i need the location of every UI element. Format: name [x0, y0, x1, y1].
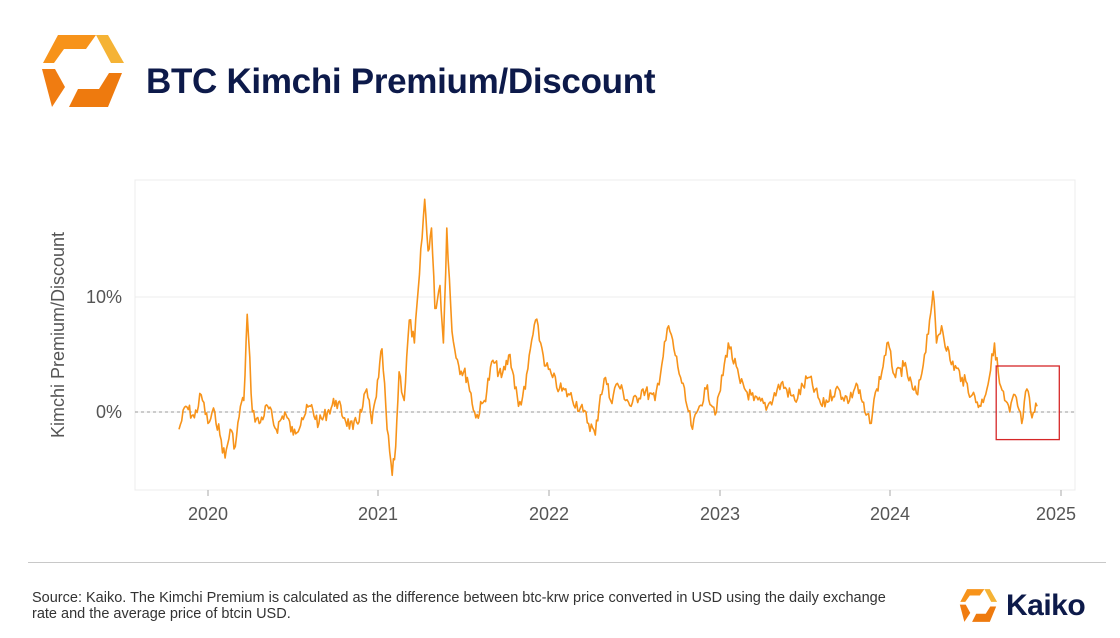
y-tick-label-0: 0%: [96, 402, 122, 422]
x-tick-label-2024: 2024: [870, 504, 910, 524]
plot-frame: [134, 179, 1076, 491]
y-axis-label: Kimchi Premium/Discount: [48, 232, 68, 438]
source-note: Source: Kaiko. The Kimchi Premium is cal…: [32, 590, 886, 622]
premium-chart: Kimchi Premium/Discount 10% 0% 2020 2021…: [48, 179, 1076, 524]
x-tick-label-2025: 2025: [1036, 504, 1076, 524]
footer-divider: [28, 562, 1106, 563]
highlight-box: [995, 365, 1060, 441]
kaiko-logo-small-icon: [959, 589, 998, 622]
y-tick-label-10: 10%: [86, 287, 122, 307]
x-tick-label-2020: 2020: [188, 504, 228, 524]
x-ticks: [207, 490, 1062, 496]
x-tick-label-2022: 2022: [529, 504, 569, 524]
page-title: BTC Kimchi Premium/Discount: [146, 62, 656, 101]
x-tick-label-2021: 2021: [358, 504, 398, 524]
x-tick-label-2023: 2023: [700, 504, 740, 524]
footer-brand: Kaiko: [958, 586, 1086, 626]
series-line: [178, 198, 1038, 477]
plot-area: [134, 179, 1076, 491]
brand-name: Kaiko: [1006, 589, 1086, 622]
kaiko-logo-icon: [42, 35, 124, 107]
